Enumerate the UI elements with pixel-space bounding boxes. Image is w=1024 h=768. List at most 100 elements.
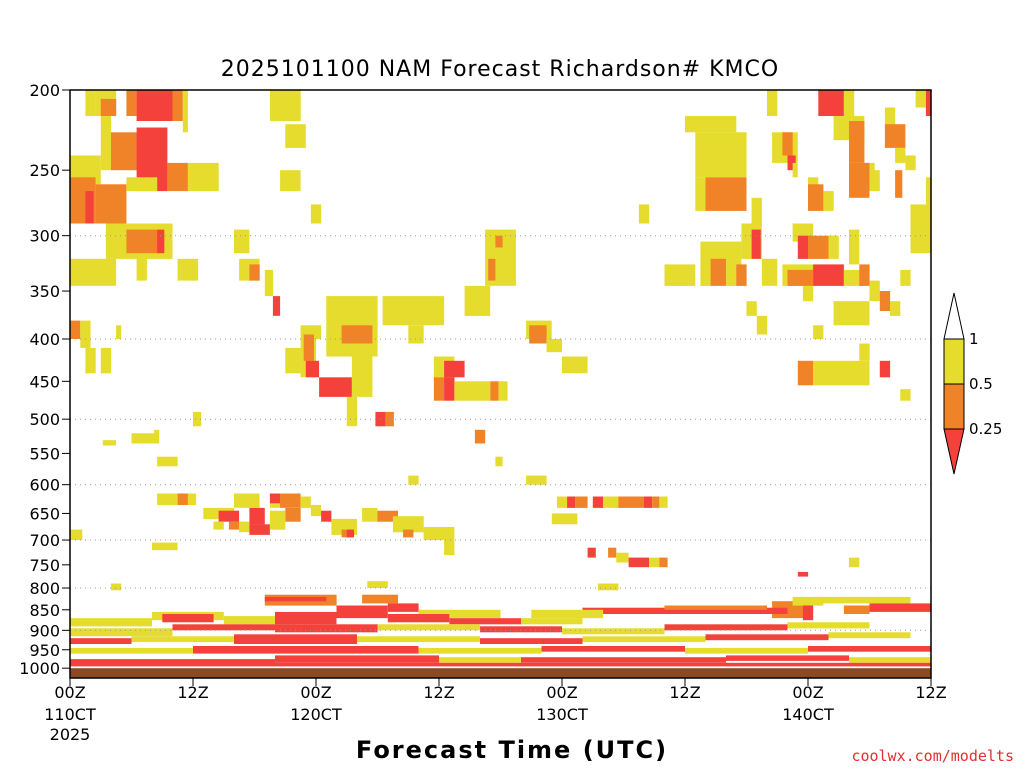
ri-cell-c025_05 xyxy=(249,264,260,281)
ri-cell-c05_1 xyxy=(80,320,91,348)
ri-cell-c05_1 xyxy=(285,347,301,374)
y-tick-label: 750 xyxy=(29,556,60,575)
ri-cell-c025_05 xyxy=(341,325,373,344)
ri-cell-c05_1 xyxy=(756,315,768,335)
ri-cell-c05_1 xyxy=(813,596,911,604)
y-axis: 200 250 300 350 400 450 500 550 600 650 700 750 800 8… xyxy=(19,81,70,678)
y-tick-label: 250 xyxy=(29,161,60,180)
y-tick-label: 500 xyxy=(29,410,60,429)
ri-cell-c05_1 xyxy=(269,90,301,121)
ri-cell-c05_1 xyxy=(464,285,491,316)
legend-swatch xyxy=(943,338,965,385)
ri-cell-c05_1 xyxy=(551,513,578,525)
ri-cell-c05_1 xyxy=(900,389,911,401)
ri-cell-c025_05 xyxy=(100,98,117,116)
ri-cell-c05_1 xyxy=(70,618,152,627)
ri-cell-c05_1 xyxy=(392,516,424,533)
ri-cell-lt025 xyxy=(275,655,439,663)
x-axis-title: Forecast Time (UTC) xyxy=(356,736,668,764)
ri-cell-c05_1 xyxy=(813,325,824,339)
ri-cell-lt025 xyxy=(387,614,450,623)
ri-cell-c05_1 xyxy=(285,124,306,148)
ri-cell-c05_1 xyxy=(70,628,173,637)
ri-cell-c05_1 xyxy=(849,557,860,568)
ri-cell-c05_1 xyxy=(116,325,122,339)
legend-top-arrow xyxy=(943,292,965,340)
ri-cell-c05_1 xyxy=(439,657,521,663)
y-tick-label: 400 xyxy=(29,330,60,349)
ri-cell-lt025 xyxy=(751,229,761,259)
ri-cell-c025_05 xyxy=(285,507,301,522)
ri-cell-c05_1 xyxy=(152,542,178,551)
ri-cell-c05_1 xyxy=(362,507,378,522)
ri-cell-c05_1 xyxy=(659,496,668,508)
ri-cell-c025_05 xyxy=(664,605,767,610)
ri-cell-c05_1 xyxy=(157,493,178,505)
ri-cell-c05_1 xyxy=(454,381,491,401)
ri-cell-c05_1 xyxy=(925,177,931,205)
y-tick-label: 700 xyxy=(29,531,60,550)
ri-cell-c05_1 xyxy=(357,636,480,643)
y-tick-label: 950 xyxy=(29,641,60,660)
ri-cell-lt025 xyxy=(644,496,653,508)
ri-cell-c05_1 xyxy=(100,347,112,374)
ri-cell-lt025 xyxy=(305,360,320,378)
ri-cell-c025_05 xyxy=(608,547,617,558)
ri-cell-c05_1 xyxy=(300,496,311,508)
ri-cell-c025_05 xyxy=(884,124,906,148)
ri-cell-c05_1 xyxy=(70,647,193,654)
ri-cell-lt025 xyxy=(70,662,931,667)
ri-cell-c05_1 xyxy=(616,552,629,563)
ri-cell-c025_05 xyxy=(303,334,314,361)
ri-cell-c05_1 xyxy=(269,510,286,530)
ri-cell-c025_05 xyxy=(895,170,903,198)
ri-cell-c025_05 xyxy=(126,90,137,116)
ri-cell-c05_1 xyxy=(833,301,870,326)
ri-cell-c025_05 xyxy=(474,429,486,444)
ri-cell-c025_05 xyxy=(488,258,496,281)
ri-cell-c025_05 xyxy=(403,529,414,538)
ri-cell-c025_05 xyxy=(167,162,188,192)
ri-cell-lt025 xyxy=(162,614,214,623)
ri-cell-c025_05 xyxy=(490,381,499,401)
ri-cell-lt025 xyxy=(869,603,931,612)
ri-cell-c05_1 xyxy=(843,90,855,116)
ri-cell-c05_1 xyxy=(895,147,906,163)
ri-cell-c025_05 xyxy=(618,496,644,508)
ri-cell-lt025 xyxy=(444,377,455,401)
ri-cell-c05_1 xyxy=(792,596,824,606)
ri-cell-c025_05 xyxy=(879,291,891,311)
ri-cell-c05_1 xyxy=(423,527,455,541)
ri-cell-c05_1 xyxy=(223,616,296,625)
ri-cell-c05_1 xyxy=(182,90,188,133)
ri-cell-c05_1 xyxy=(193,411,202,427)
ri-cell-lt025 xyxy=(444,360,465,378)
chart-title: 2025101100 NAM Forecast Richardson# KMCO xyxy=(221,57,779,82)
ri-cell-lt025 xyxy=(521,657,726,663)
ri-cell-c05_1 xyxy=(131,433,158,444)
ri-cell-c025_05 xyxy=(849,121,865,163)
y-tick-label: 450 xyxy=(29,372,60,391)
ri-cell-c05_1 xyxy=(239,521,250,533)
ri-cell-c05_1 xyxy=(351,356,373,397)
ri-cell-c05_1 xyxy=(808,177,819,192)
ri-cell-lt025 xyxy=(136,90,173,121)
y-tick-label: 200 xyxy=(29,81,60,100)
x-tick-label: 12Z xyxy=(177,683,208,702)
ri-cell-c05_1 xyxy=(849,229,860,265)
ri-cell-c025_05 xyxy=(710,258,726,286)
ri-cell-lt025 xyxy=(193,646,419,654)
ri-cell-lt025 xyxy=(336,605,388,619)
ri-cell-c05_1 xyxy=(382,296,445,326)
ri-cell-c05_1 xyxy=(828,632,911,639)
ri-cell-c05_1 xyxy=(408,325,424,344)
ri-cell-c025_05 xyxy=(736,264,747,286)
ri-cell-lt025 xyxy=(264,596,327,602)
ri-cell-c05_1 xyxy=(70,258,117,286)
x-tick-date: 130CT xyxy=(536,705,588,724)
ri-cell-c05_1 xyxy=(177,258,199,281)
y-tick-label: 1000 xyxy=(19,659,60,678)
ri-cell-c025_05 xyxy=(280,493,301,508)
ri-cell-lt025 xyxy=(587,547,596,558)
ri-cell-c025_05 xyxy=(797,360,814,386)
